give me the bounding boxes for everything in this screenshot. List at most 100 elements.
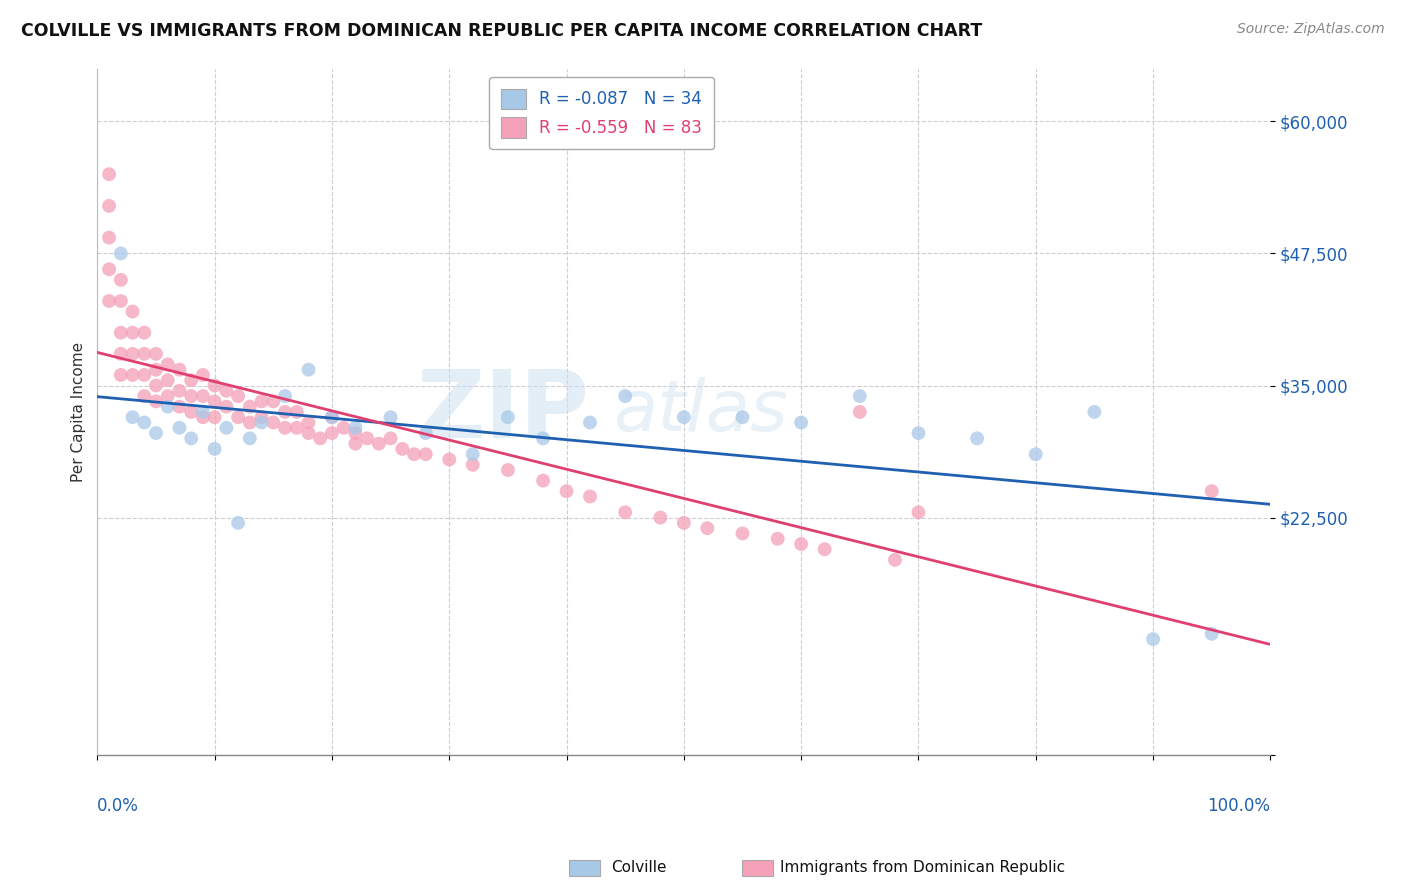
Point: [134, 389, 156, 403]
Point: [156, 358, 179, 372]
Point: [790, 537, 813, 551]
Point: [380, 431, 402, 445]
Point: [239, 400, 262, 414]
Point: [191, 389, 214, 403]
Point: [274, 389, 297, 403]
Point: [226, 410, 249, 425]
Point: [110, 347, 132, 361]
Point: [966, 431, 988, 445]
Point: [250, 394, 273, 409]
Point: [790, 416, 813, 430]
Point: [134, 347, 156, 361]
Point: [215, 384, 238, 398]
Point: [766, 532, 789, 546]
Point: [204, 442, 226, 456]
Point: [672, 410, 695, 425]
Point: [813, 542, 835, 557]
Point: [191, 405, 214, 419]
Point: [731, 526, 754, 541]
Point: [180, 431, 202, 445]
Point: [884, 553, 907, 567]
Point: [1201, 484, 1223, 499]
Point: [356, 431, 378, 445]
Point: [696, 521, 718, 535]
Point: [156, 373, 179, 387]
Point: [250, 410, 273, 425]
Point: [344, 421, 367, 435]
Point: [110, 368, 132, 382]
Point: [191, 410, 214, 425]
Point: [344, 426, 367, 441]
Point: [731, 410, 754, 425]
Point: [402, 447, 425, 461]
Point: [250, 416, 273, 430]
Text: COLVILLE VS IMMIGRANTS FROM DOMINICAN REPUBLIC PER CAPITA INCOME CORRELATION CHA: COLVILLE VS IMMIGRANTS FROM DOMINICAN RE…: [21, 22, 983, 40]
Point: [98, 199, 121, 213]
Point: [169, 400, 191, 414]
Point: [496, 410, 519, 425]
Point: [1201, 627, 1223, 641]
Point: [121, 410, 143, 425]
Point: [285, 421, 308, 435]
Point: [391, 442, 413, 456]
Point: [579, 490, 602, 504]
Text: Source: ZipAtlas.com: Source: ZipAtlas.com: [1237, 22, 1385, 37]
Point: [531, 474, 554, 488]
Point: [321, 426, 343, 441]
Point: [332, 421, 354, 435]
Point: [614, 389, 637, 403]
Point: [121, 326, 143, 340]
Point: [496, 463, 519, 477]
Point: [204, 394, 226, 409]
Point: [274, 421, 297, 435]
Point: [461, 458, 484, 472]
Point: [531, 431, 554, 445]
Legend: R = -0.087   N = 34, R = -0.559   N = 83: R = -0.087 N = 34, R = -0.559 N = 83: [489, 77, 714, 149]
Point: [145, 347, 167, 361]
Point: [321, 410, 343, 425]
Point: [121, 347, 143, 361]
Text: atlas: atlas: [613, 377, 789, 446]
Point: [380, 410, 402, 425]
Point: [134, 416, 156, 430]
Point: [215, 421, 238, 435]
Point: [180, 373, 202, 387]
Point: [145, 426, 167, 441]
Point: [145, 378, 167, 392]
Point: [239, 416, 262, 430]
Point: [98, 293, 121, 308]
Point: [204, 378, 226, 392]
Point: [321, 410, 343, 425]
Point: [439, 452, 461, 467]
Point: [849, 389, 872, 403]
Point: [285, 405, 308, 419]
Point: [262, 416, 284, 430]
Point: [849, 405, 872, 419]
Point: [110, 326, 132, 340]
Point: [169, 421, 191, 435]
Point: [145, 362, 167, 376]
Point: [297, 362, 319, 376]
Point: [110, 246, 132, 260]
Point: [169, 384, 191, 398]
Point: [907, 505, 929, 519]
Point: [156, 389, 179, 403]
Point: [110, 273, 132, 287]
Point: [145, 394, 167, 409]
Point: [344, 436, 367, 450]
Point: [110, 293, 132, 308]
Point: [297, 426, 319, 441]
Point: [309, 431, 332, 445]
Point: [907, 426, 929, 441]
Point: [121, 368, 143, 382]
Point: [297, 416, 319, 430]
Point: [226, 516, 249, 530]
Text: Immigrants from Dominican Republic: Immigrants from Dominican Republic: [780, 860, 1066, 874]
Point: [415, 426, 437, 441]
Point: [169, 362, 191, 376]
Point: [461, 447, 484, 461]
Point: [121, 304, 143, 318]
Y-axis label: Per Capita Income: Per Capita Income: [72, 342, 86, 482]
Point: [1083, 405, 1105, 419]
Point: [98, 262, 121, 277]
